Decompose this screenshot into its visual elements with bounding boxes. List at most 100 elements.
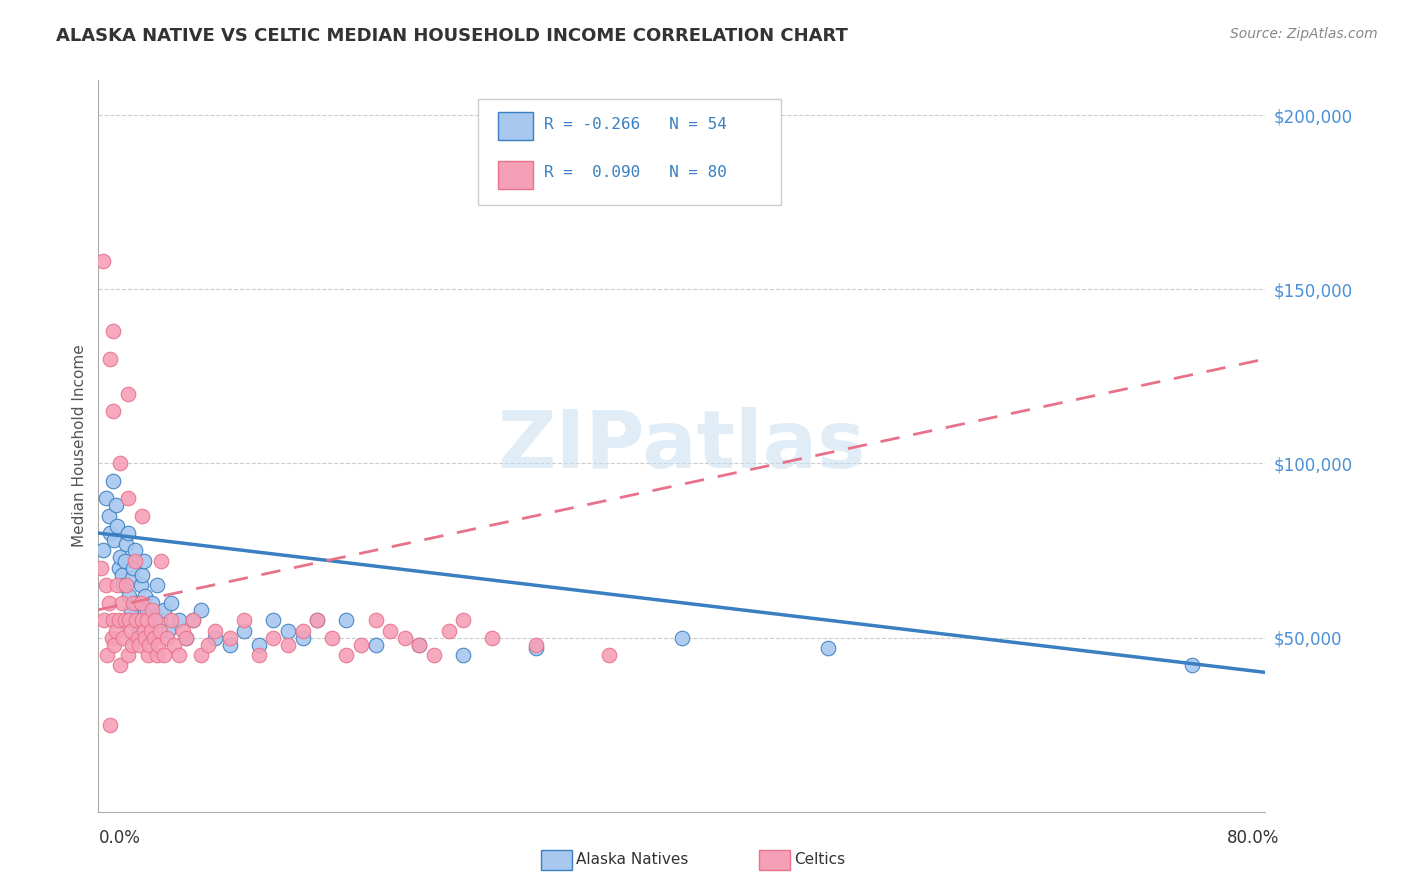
Text: Alaska Natives: Alaska Natives: [576, 853, 689, 867]
Point: [233, 624, 256, 638]
Point: [93, 613, 115, 627]
Point: [110, 457, 132, 471]
Point: [408, 638, 430, 652]
Point: [146, 578, 169, 592]
Text: 0.0%: 0.0%: [98, 829, 141, 847]
Point: [118, 589, 141, 603]
Point: [124, 543, 146, 558]
Point: [131, 508, 153, 523]
Point: [135, 613, 157, 627]
Point: [321, 631, 343, 645]
Point: [307, 613, 329, 627]
Text: R =  0.090   N = 80: R = 0.090 N = 80: [544, 165, 727, 180]
Point: [117, 526, 139, 541]
Point: [101, 613, 124, 627]
Point: [142, 631, 165, 645]
Point: [121, 571, 143, 585]
Bar: [498, 161, 533, 188]
Point: [135, 603, 157, 617]
Point: [148, 638, 170, 652]
Point: [364, 638, 387, 652]
Point: [91, 254, 114, 268]
Point: [98, 526, 121, 541]
Point: [598, 648, 620, 662]
Point: [127, 631, 149, 645]
Point: [247, 638, 270, 652]
Point: [105, 519, 128, 533]
Point: [277, 638, 299, 652]
Text: Source: ZipAtlas.com: Source: ZipAtlas.com: [1230, 27, 1378, 41]
Point: [136, 648, 159, 662]
Point: [524, 638, 547, 652]
Point: [156, 631, 179, 645]
Point: [218, 631, 240, 645]
Point: [291, 624, 314, 638]
Point: [143, 613, 166, 627]
Point: [134, 631, 156, 645]
Point: [111, 596, 134, 610]
Point: [204, 631, 226, 645]
Point: [380, 624, 402, 638]
Point: [146, 648, 169, 662]
Y-axis label: Median Household Income: Median Household Income: [72, 344, 87, 548]
Point: [91, 543, 114, 558]
Point: [481, 631, 503, 645]
Point: [263, 631, 285, 645]
Point: [408, 638, 430, 652]
Point: [103, 638, 125, 652]
Point: [125, 613, 148, 627]
Point: [141, 596, 163, 610]
Point: [129, 578, 152, 592]
Point: [307, 613, 329, 627]
Point: [110, 658, 132, 673]
Point: [190, 648, 212, 662]
Point: [263, 613, 285, 627]
Point: [94, 578, 117, 592]
Point: [112, 631, 135, 645]
Text: ZIPatlas: ZIPatlas: [498, 407, 866, 485]
Point: [114, 554, 136, 568]
Point: [124, 554, 146, 568]
Point: [100, 631, 122, 645]
Point: [451, 648, 474, 662]
Point: [111, 567, 134, 582]
Point: [174, 631, 197, 645]
Point: [129, 596, 152, 610]
Text: R = -0.266   N = 54: R = -0.266 N = 54: [544, 117, 727, 132]
Point: [157, 624, 180, 638]
Point: [115, 578, 138, 592]
Point: [197, 638, 219, 652]
Text: ALASKA NATIVE VS CELTIC MEDIAN HOUSEHOLD INCOME CORRELATION CHART: ALASKA NATIVE VS CELTIC MEDIAN HOUSEHOLD…: [56, 27, 848, 45]
Point: [174, 631, 197, 645]
Point: [96, 648, 118, 662]
Point: [105, 578, 128, 592]
Point: [160, 596, 183, 610]
Point: [94, 491, 117, 506]
Point: [125, 596, 148, 610]
Point: [101, 474, 124, 488]
Point: [122, 596, 145, 610]
Point: [1181, 658, 1204, 673]
Point: [291, 631, 314, 645]
FancyBboxPatch shape: [478, 99, 782, 204]
Point: [277, 624, 299, 638]
Point: [160, 613, 183, 627]
Point: [132, 624, 155, 638]
Point: [671, 631, 693, 645]
Point: [120, 603, 142, 617]
Point: [108, 561, 131, 575]
Point: [104, 624, 127, 638]
Point: [121, 638, 143, 652]
Bar: [498, 112, 533, 140]
Point: [163, 638, 186, 652]
Point: [218, 638, 240, 652]
Point: [90, 561, 112, 575]
Point: [131, 613, 153, 627]
Point: [181, 613, 204, 627]
Point: [350, 638, 373, 652]
Point: [153, 603, 176, 617]
Point: [817, 640, 839, 655]
Point: [98, 351, 121, 366]
Point: [190, 603, 212, 617]
Point: [131, 567, 153, 582]
